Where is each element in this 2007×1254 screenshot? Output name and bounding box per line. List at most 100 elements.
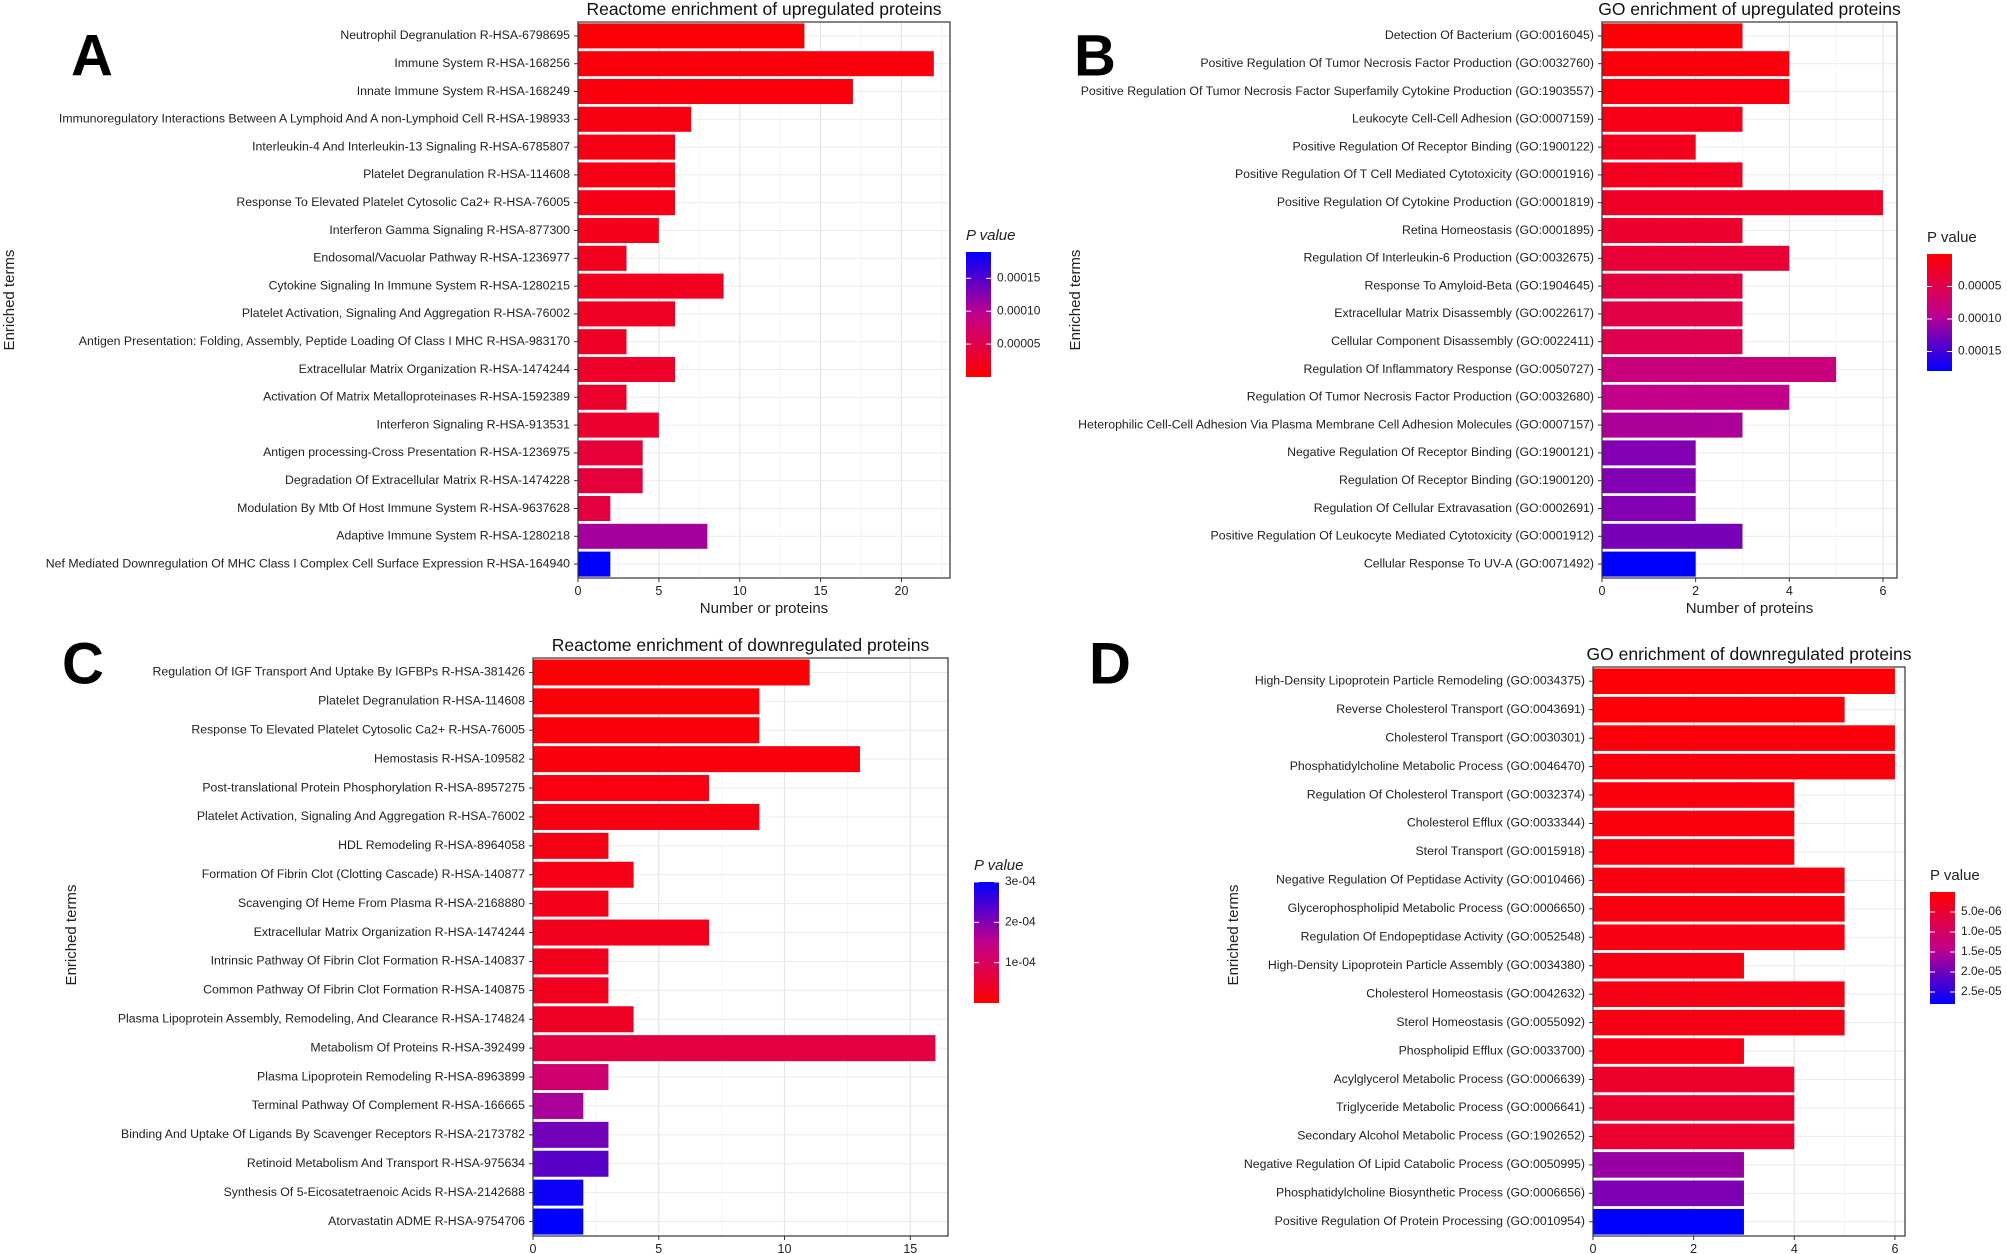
bar — [533, 861, 634, 888]
category-label: Binding And Uptake Of Ligands By Scaveng… — [121, 1127, 525, 1141]
category-label: Interferon Gamma Signaling R-HSA-877300 — [329, 223, 570, 237]
category-label: Antigen Presentation: Folding, Assembly,… — [79, 334, 570, 348]
category-label: Sterol Homeostasis (GO:0055092) — [1396, 1015, 1585, 1029]
legend-tick-label: 0.00010 — [997, 303, 1041, 317]
category-label: Secondary Alcohol Metabolic Process (GO:… — [1297, 1129, 1585, 1143]
category-label: Reverse Cholesterol Transport (GO:004369… — [1336, 702, 1585, 716]
plot-background — [533, 658, 948, 1236]
bar — [1602, 384, 1790, 410]
category-label: Regulation Of Interleukin-6 Production (… — [1303, 251, 1594, 265]
chart-panel-d: D GO enrichment of downregulated proteins… — [1089, 631, 2002, 1254]
legend-tick-label: 5.0e-06 — [1961, 904, 2002, 918]
bar — [1602, 495, 1696, 522]
bar — [578, 23, 805, 49]
bar — [533, 803, 760, 830]
category-label: Degradation Of Extracellular Matrix R-HS… — [285, 473, 570, 487]
bar — [1602, 440, 1696, 466]
category-label: Regulation Of Cellular Extravasation (GO… — [1314, 501, 1594, 515]
category-label: Platelet Activation, Signaling And Aggre… — [242, 306, 570, 320]
panel-letter: C — [62, 631, 104, 696]
bar — [1602, 468, 1696, 494]
plot-border — [577, 21, 951, 579]
category-label: Platelet Degranulation R-HSA-114608 — [363, 167, 570, 181]
category-label: Regulation Of Tumor Necrosis Factor Prod… — [1247, 390, 1594, 404]
category-label: Cellular Response To UV-A (GO:0071492) — [1364, 556, 1594, 570]
category-label: Retina Homeostasis (GO:0001895) — [1402, 223, 1594, 237]
category-label: Cholesterol Transport (GO:0030301) — [1385, 730, 1585, 744]
bar — [578, 217, 659, 244]
bar — [578, 356, 676, 383]
x-tick-label: 6 — [1879, 584, 1886, 598]
legend-tick-label: 3e-04 — [1005, 874, 1036, 888]
legend-tick-label: 2.0e-05 — [1961, 964, 2002, 978]
category-label: Retinoid Metabolism And Transport R-HSA-… — [247, 1156, 525, 1170]
bar — [578, 440, 643, 466]
chart-title: Reactome enrichment of upregulated prote… — [586, 0, 941, 19]
category-label: Immune System R-HSA-168256 — [394, 56, 570, 70]
bar — [578, 162, 676, 188]
legend-tick-label: 1e-04 — [1005, 955, 1036, 969]
y-axis-title: Enriched terms — [1225, 885, 1242, 986]
category-label: Detection Of Bacterium (GO:0016045) — [1385, 28, 1594, 42]
bar — [1593, 1152, 1744, 1178]
bar — [533, 659, 810, 686]
bar — [1593, 1066, 1795, 1093]
bar — [1593, 1009, 1845, 1036]
category-label: Cholesterol Homeostasis (GO:0042632) — [1366, 986, 1585, 1000]
bar — [1593, 810, 1795, 837]
bar — [533, 832, 609, 859]
x-tick-label: 0 — [575, 584, 582, 598]
x-axis-title: Number or proteins — [700, 600, 828, 617]
bar — [1602, 329, 1743, 355]
category-label: Terminal Pathway Of Complement R-HSA-166… — [252, 1098, 526, 1112]
legend-title: P value — [966, 227, 1015, 244]
chart-panel-a: A Reactome enrichment of upregulated prot… — [1, 0, 1041, 617]
bar — [578, 106, 692, 132]
category-label: HDL Remodeling R-HSA-8964058 — [338, 838, 525, 852]
category-label: Formation Of Fibrin Clot (Clotting Casca… — [202, 867, 525, 881]
legend-colorbar — [1927, 254, 1952, 371]
category-label: Interleukin-4 And Interleukin-13 Signali… — [252, 139, 570, 153]
chart-title: Reactome enrichment of downregulated pro… — [552, 635, 930, 655]
category-label: Interferon Signaling R-HSA-913531 — [377, 417, 571, 431]
category-label: Cholesterol Efflux (GO:0033344) — [1407, 816, 1585, 830]
category-label: Positive Regulation Of Receptor Binding … — [1293, 139, 1594, 153]
category-label: Platelet Degranulation R-HSA-114608 — [318, 694, 525, 708]
x-tick-label: 15 — [903, 1242, 917, 1254]
category-label: Extracellular Matrix Organization R-HSA-… — [254, 925, 525, 939]
category-label: Positive Regulation Of Leukocyte Mediate… — [1211, 529, 1594, 543]
bar — [1602, 412, 1743, 438]
bar — [1602, 523, 1743, 549]
bar — [1602, 356, 1837, 383]
p-value-legend: P value 0.00005 0.00010 0.00015 — [966, 227, 1041, 377]
legend-tick-label: 0.00015 — [997, 270, 1041, 284]
category-label: Nef Mediated Downregulation Of MHC Class… — [46, 556, 570, 570]
bar — [533, 948, 609, 975]
category-label: Neutrophil Degranulation R-HSA-6798695 — [340, 28, 570, 42]
legend-tick-label: 0.00015 — [1958, 344, 2002, 358]
category-label: Atorvastatin ADME R-HSA-9754706 — [328, 1214, 525, 1228]
bar — [533, 977, 609, 1004]
bar — [533, 775, 710, 802]
bar — [533, 1006, 634, 1033]
x-tick-label: 4 — [1791, 1242, 1798, 1254]
panel-letter: A — [71, 23, 113, 88]
bar — [1602, 106, 1743, 132]
panel-letter: B — [1074, 23, 1116, 88]
category-label: Post-translational Protein Phosphorylati… — [202, 780, 525, 794]
x-tick-label: 0 — [1590, 1242, 1597, 1254]
category-label: Response To Elevated Platelet Cytosolic … — [236, 195, 570, 209]
bar — [1602, 245, 1790, 271]
category-label: Phosphatidylcholine Biosynthetic Process… — [1276, 1186, 1585, 1200]
category-label: Acylglycerol Metabolic Process (GO:00066… — [1333, 1072, 1585, 1086]
x-tick-label: 4 — [1786, 584, 1793, 598]
bar — [578, 78, 853, 105]
category-label: Regulation Of Endopeptidase Activity (GO… — [1301, 930, 1585, 944]
legend-tick-label: 0.00005 — [1958, 279, 2002, 293]
category-label: Extracellular Matrix Disassembly (GO:002… — [1334, 306, 1594, 320]
panel-letter: D — [1089, 631, 1131, 696]
category-label: Plasma Lipoprotein Remodeling R-HSA-8963… — [257, 1069, 525, 1083]
legend-colorbar — [966, 252, 991, 377]
bar — [578, 273, 724, 299]
x-tick-label: 2 — [1690, 1242, 1697, 1254]
